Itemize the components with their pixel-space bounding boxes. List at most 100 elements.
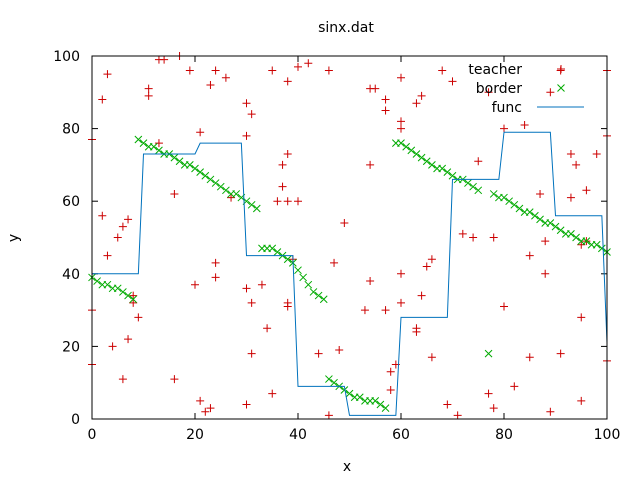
teacher-point	[340, 218, 349, 227]
teacher-point	[273, 197, 282, 206]
teacher-point	[417, 291, 426, 300]
teacher-point	[577, 313, 586, 322]
border-point	[304, 280, 313, 289]
y-tick-label: 100	[53, 49, 80, 65]
border-point	[551, 222, 560, 231]
border-point	[196, 168, 205, 177]
border-point	[448, 171, 457, 180]
teacher-point	[371, 84, 380, 93]
teacher-point	[283, 77, 292, 86]
border-point	[536, 215, 544, 224]
x-tick-label: 100	[594, 427, 621, 443]
border-point	[474, 186, 483, 195]
func-series-line	[92, 131, 608, 416]
y-axis-label: y	[6, 234, 22, 242]
teacher-point	[191, 280, 199, 289]
teacher-point	[324, 66, 333, 75]
teacher-point	[453, 411, 462, 420]
border-point	[345, 389, 354, 398]
border-point	[185, 161, 194, 169]
teacher-point	[427, 353, 436, 362]
teacher-point	[268, 66, 277, 75]
teacher-point	[242, 99, 251, 108]
teacher-point	[500, 124, 508, 133]
teacher-point	[489, 233, 498, 242]
border-point	[438, 164, 447, 173]
y-tick-label: 40	[62, 267, 80, 283]
teacher-point	[469, 233, 478, 242]
legend-label-teacher: teacher	[468, 62, 522, 78]
teacher-point	[201, 407, 210, 416]
teacher-point	[170, 189, 179, 198]
teacher-point	[118, 222, 127, 231]
teacher-point	[247, 298, 256, 307]
border-point	[103, 280, 112, 289]
teacher-point	[556, 349, 565, 358]
teacher-point	[546, 407, 555, 416]
teacher-point	[500, 302, 508, 311]
x-tick-label: 0	[88, 427, 97, 443]
border-point	[505, 197, 514, 206]
teacher-point	[577, 240, 586, 249]
teacher-point	[525, 353, 534, 362]
teacher-point	[448, 77, 457, 86]
teacher-point	[134, 313, 143, 322]
teacher-point	[257, 280, 266, 289]
teacher-point	[144, 91, 153, 100]
border-point	[546, 219, 555, 227]
chart-title: sinx.dat	[318, 20, 374, 36]
teacher-point	[196, 396, 205, 405]
teacher-point	[247, 349, 256, 358]
border-point	[330, 378, 338, 387]
teacher-point	[283, 197, 292, 206]
border-point	[211, 179, 220, 187]
teacher-point	[242, 284, 251, 293]
border-point	[597, 244, 606, 253]
border-point	[515, 204, 524, 213]
border-point	[489, 190, 498, 198]
teacher-point	[397, 298, 405, 307]
teacher-point	[536, 189, 545, 198]
border-point	[222, 186, 230, 195]
teacher-point	[592, 150, 601, 159]
teacher-point	[242, 131, 251, 140]
teacher-point	[566, 193, 575, 202]
border-point	[247, 200, 256, 209]
x-tick-label: 20	[186, 427, 204, 443]
teacher-point	[489, 404, 498, 413]
border-point	[381, 404, 390, 412]
legend-swatch-teacher	[557, 65, 565, 73]
border-point	[484, 349, 493, 358]
teacher-point	[397, 73, 405, 82]
border-point	[201, 171, 210, 180]
teacher-point	[211, 258, 220, 267]
legend-swatch-border	[557, 84, 565, 92]
border-point	[191, 164, 199, 173]
border-point	[319, 295, 328, 304]
teacher-point	[484, 389, 493, 398]
border-point	[299, 273, 308, 282]
teacher-point	[381, 106, 390, 115]
teacher-point	[124, 335, 133, 344]
border-point	[531, 211, 539, 220]
teacher-point	[304, 59, 313, 68]
teacher-point	[458, 229, 467, 238]
border-point	[464, 179, 472, 187]
teacher-point	[124, 215, 133, 224]
border-point	[428, 161, 436, 169]
teacher-point	[572, 160, 581, 169]
teacher-point	[412, 99, 421, 108]
border-point	[119, 288, 127, 296]
border-point	[283, 255, 292, 264]
border-point	[294, 266, 302, 275]
teacher-point	[103, 251, 112, 260]
border-point	[232, 190, 241, 198]
teacher-point	[381, 306, 390, 315]
teacher-point	[412, 327, 421, 336]
teacher-point	[283, 302, 292, 311]
border-point	[155, 146, 163, 155]
teacher-point	[227, 193, 236, 202]
teacher-point	[386, 385, 395, 394]
teacher-point	[510, 382, 519, 391]
